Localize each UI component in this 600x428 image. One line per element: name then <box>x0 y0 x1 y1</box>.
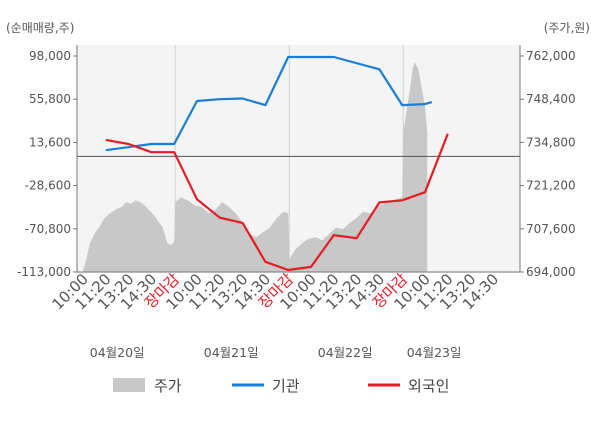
price-area-layer <box>83 62 428 273</box>
date-label: 04월21일 <box>204 345 259 360</box>
left-tick-label: -28,600 <box>25 179 71 193</box>
left-tick-label: 98,000 <box>29 49 71 63</box>
legend-item-price: 주가 <box>113 377 182 395</box>
left-axis-ticks: 98,000 55,800 13,600 -28,600 -70,800 -113,000 <box>17 49 77 279</box>
axes-layer <box>76 45 521 273</box>
right-axis-ticks: 762,000 748,400 734,800 721,200 707,600 694,0… <box>520 49 576 279</box>
right-tick-label: 721,200 <box>526 179 576 193</box>
series-lines-layer <box>105 55 449 272</box>
legend: 주가 기관 외국인 <box>113 377 449 395</box>
legend-label-price: 주가 <box>154 377 182 395</box>
series-line-institution <box>105 55 433 152</box>
date-label: 04월22일 <box>318 345 373 360</box>
left-axis-title: (순매매량,주) <box>6 21 74 35</box>
left-tick-label: 55,800 <box>29 92 71 106</box>
right-tick-label: 748,400 <box>526 92 576 106</box>
date-label: 04월20일 <box>90 345 145 360</box>
left-tick-label: 13,600 <box>29 135 71 149</box>
date-label: 04월23일 <box>407 345 462 360</box>
legend-item-foreigner: 외국인 <box>368 377 449 395</box>
date-labels: 04월20일 04월21일 04월22일 04월23일 <box>90 345 462 360</box>
right-tick-label: 707,600 <box>526 222 576 236</box>
left-tick-label: -70,800 <box>25 222 71 236</box>
right-tick-label: 694,000 <box>526 265 576 279</box>
left-tick-label: -113,000 <box>17 265 71 279</box>
series-area-price <box>83 62 428 273</box>
legend-item-institution: 기관 <box>232 377 300 395</box>
series-line-foreigner <box>105 133 449 272</box>
legend-swatch-price <box>113 378 145 392</box>
legend-label-foreigner: 외국인 <box>408 377 449 395</box>
right-tick-label: 734,800 <box>526 135 576 149</box>
right-tick-label: 762,000 <box>526 49 576 63</box>
right-axis-title: (주가,원) <box>544 21 590 35</box>
x-axis-ticks: 10:0011:2013:2014:30장마감10:0011:2013:2014… <box>49 270 503 313</box>
legend-label-institution: 기관 <box>272 377 300 395</box>
